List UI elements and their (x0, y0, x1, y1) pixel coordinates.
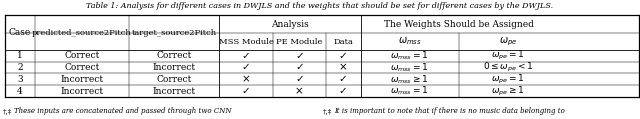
Text: ✓: ✓ (242, 86, 251, 96)
Text: Incorrect: Incorrect (152, 63, 196, 72)
Text: ×: × (242, 74, 251, 84)
Text: 1: 1 (17, 51, 23, 60)
Text: Correct: Correct (156, 51, 191, 60)
Text: The Weights Should be Assigned: The Weights Should be Assigned (384, 20, 534, 29)
Text: 3: 3 (17, 75, 23, 84)
Text: $\omega_{mss} \geq 1$: $\omega_{mss} \geq 1$ (390, 73, 429, 86)
Text: Table 1: Analysis for different cases in DWJLS and the weights that should be se: Table 1: Analysis for different cases in… (86, 2, 554, 10)
Text: $0 \leq \omega_{pe} < 1$: $0 \leq \omega_{pe} < 1$ (483, 61, 533, 74)
Text: $\omega_{mss}$: $\omega_{mss}$ (398, 36, 422, 47)
Text: Data: Data (333, 38, 353, 46)
Text: †,‡: †,‡ (3, 107, 12, 115)
Text: ✓: ✓ (339, 51, 348, 61)
Text: Case: Case (9, 28, 31, 37)
Text: Incorrect: Incorrect (152, 87, 196, 96)
Text: ✓: ✓ (295, 51, 304, 61)
Text: $\omega_{mss} = 1$: $\omega_{mss} = 1$ (390, 61, 429, 74)
Text: MSS Module: MSS Module (219, 38, 274, 46)
Text: PE Module: PE Module (276, 38, 323, 46)
Text: †,‡: †,‡ (323, 107, 332, 115)
Text: $\omega_{mss} = 1$: $\omega_{mss} = 1$ (390, 85, 429, 97)
Text: It is important to note that if there is no music data belonging to: It is important to note that if there is… (334, 107, 565, 115)
Text: ✓: ✓ (339, 86, 348, 96)
Text: ×: × (339, 62, 348, 72)
Text: 2: 2 (17, 63, 23, 72)
Text: $\omega_{pe} = 1$: $\omega_{pe} = 1$ (491, 73, 525, 86)
Text: $\omega_{pe} = 1$: $\omega_{pe} = 1$ (491, 49, 525, 62)
Text: Analysis: Analysis (271, 20, 308, 29)
Text: ✓: ✓ (295, 62, 304, 72)
Text: Correct: Correct (156, 75, 191, 84)
Text: ×: × (295, 86, 304, 96)
Text: Correct: Correct (64, 51, 99, 60)
Text: target_source2Pitch: target_source2Pitch (131, 29, 216, 37)
Text: ✓: ✓ (339, 74, 348, 84)
Text: predicted_source2Pitch: predicted_source2Pitch (32, 29, 132, 37)
Text: ✓: ✓ (295, 74, 304, 84)
Text: $\omega_{pe} \geq 1$: $\omega_{pe} \geq 1$ (491, 84, 525, 98)
Text: $\omega_{pe}$: $\omega_{pe}$ (499, 35, 517, 48)
Text: Correct: Correct (64, 63, 99, 72)
Text: Incorrect: Incorrect (60, 87, 103, 96)
Text: ✓: ✓ (242, 51, 251, 61)
Text: 4: 4 (17, 87, 23, 96)
Text: ✓: ✓ (242, 62, 251, 72)
Text: Incorrect: Incorrect (60, 75, 103, 84)
Text: $\omega_{mss} = 1$: $\omega_{mss} = 1$ (390, 49, 429, 62)
Text: These inputs are concatenated and passed through two CNN: These inputs are concatenated and passed… (14, 107, 232, 115)
